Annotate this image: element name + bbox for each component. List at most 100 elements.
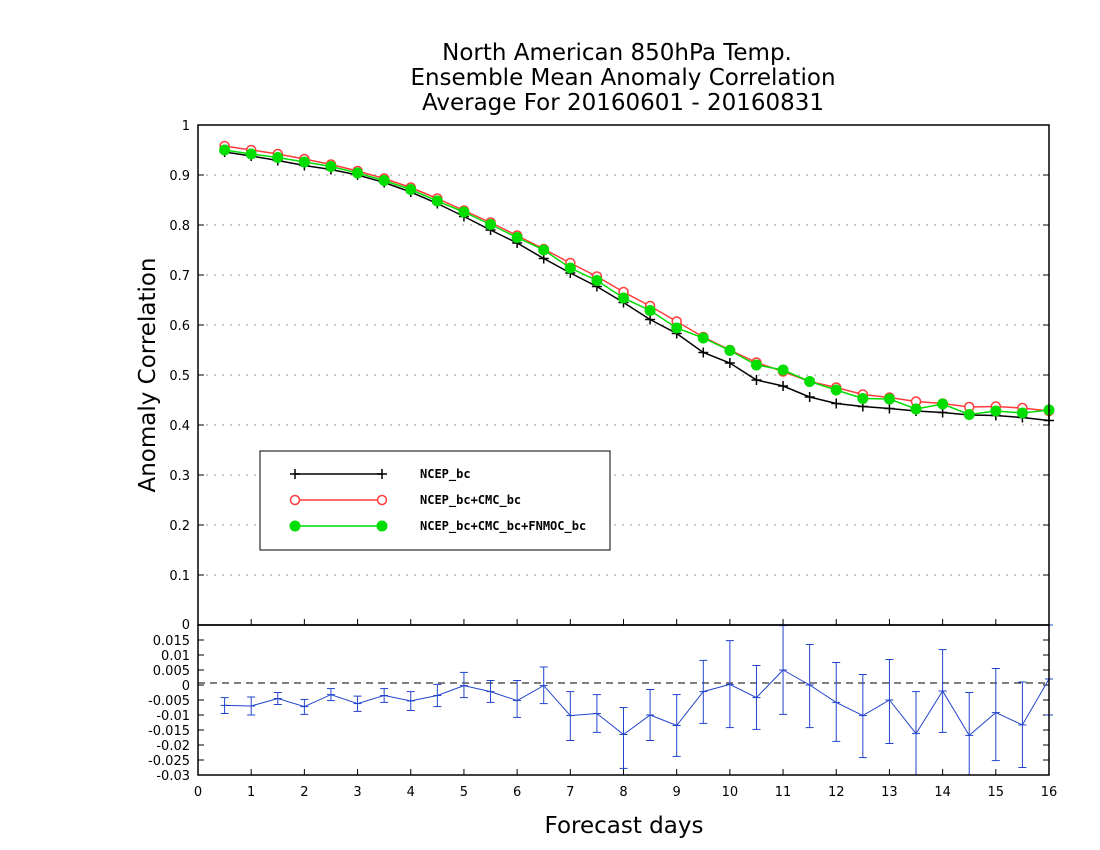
x-tick-label: 4 [407,785,415,800]
error-bar [619,707,628,769]
y-tick-label: 0.2 [169,519,190,534]
error-bar [433,683,442,708]
x-tick-label: 6 [513,785,521,800]
y-tick-label: 0.7 [169,269,190,284]
legend-item: NCEP_bc+CMC_bc [289,493,521,508]
x-tick-label: 3 [353,785,361,800]
y-tick-label: 1 [182,119,190,134]
data-point [990,405,1002,417]
data-point [804,392,815,402]
data-point [883,393,895,405]
error-bar [805,644,814,729]
error-bar [406,691,415,711]
x-tick-label: 7 [566,785,574,800]
data-point [485,219,497,230]
x-tick-label: 13 [881,785,898,800]
diff-y-tick-label: -0.01 [156,709,190,724]
data-point [671,322,683,334]
error-bar [566,691,575,741]
series-2 [219,140,1055,417]
data-point [750,359,762,371]
legend-label: NCEP_bc+CMC_bc+FNMOC_bc [420,519,586,534]
y-tick-label: 0.6 [169,319,190,334]
data-point [645,314,656,325]
data-point [910,403,922,415]
error-bar [353,695,362,712]
y-tick-label: 0.4 [169,419,190,434]
error-bar [513,680,522,718]
diff-y-tick-label: 0.005 [153,664,190,679]
diff-y-tick-label: 0.01 [161,649,190,664]
x-tick-label: 1 [247,785,255,800]
diff-y-tick-label: -0.03 [156,769,190,784]
error-bar [592,694,601,733]
data-point [724,345,736,356]
diff-line [224,669,1050,737]
data-point [458,206,470,218]
legend-label: NCEP_bc [420,467,471,482]
series-line [224,151,1050,422]
data-point [352,167,364,179]
series-1 [219,147,1054,426]
data-point [857,393,869,404]
data-point [431,195,443,207]
data-point [511,232,523,243]
y-tick-label: 0.9 [169,169,190,184]
y-axis-label: Anomaly Correlation [135,257,161,492]
title-line-1: North American 850hPa Temp. [442,40,792,66]
legend-marker [289,494,301,506]
error-bar [273,692,282,705]
y-tick-label: 0.8 [169,219,190,234]
x-tick-label: 15 [988,785,1005,800]
y-tick-label: 0.5 [169,369,190,384]
diff-y-tick-label: -0.015 [148,724,190,739]
error-bar [380,688,389,703]
main-y-ticks: 0.1 0.2 0.3 0.4 0.5 0.6 0.7 0.8 0.9 1 0 [169,119,1049,633]
x-tick-label: 12 [828,785,845,800]
diff-y-tick-label: -0.005 [148,694,190,709]
x-tick-label: 10 [722,785,739,800]
main-panel: 0.1 0.2 0.3 0.4 0.5 0.6 0.7 0.8 0.9 1 0 [169,119,1055,633]
data-point [698,347,709,358]
chart-title: North American 850hPa Temp. Ensemble Mea… [410,40,835,116]
x-tick-label: 14 [934,785,951,800]
series-3 [219,144,1055,420]
error-bar [912,691,921,775]
data-point [963,409,975,420]
main-grid [198,174,1049,576]
data-point [564,262,576,274]
diff-y-tick-label: -0.02 [156,739,190,754]
data-point [325,161,337,172]
main-series [219,140,1055,426]
legend-marker [289,520,301,532]
diff-y-tick-label: 0 [182,679,190,694]
difference-panel: -0.03-0.025-0.02-0.015-0.01-0.00500.0050… [148,624,1053,784]
series-line [224,149,1050,416]
error-bar [858,674,867,759]
x-tick-label: 5 [460,785,468,800]
data-point [831,398,842,409]
data-point [778,381,789,391]
x-axis-label: Forecast days [545,813,704,839]
data-point [618,292,629,304]
error-bar [247,696,256,716]
diff-y-ticks: -0.03-0.025-0.02-0.015-0.01-0.00500.0050… [148,634,1049,784]
error-bar [832,662,841,742]
error-bar [300,698,309,715]
data-point [697,332,709,344]
data-point [405,184,417,195]
legend-item: NCEP_bc+CMC_bc+FNMOC_bc [289,519,586,534]
legend-item: NCEP_bc [290,467,471,482]
error-bar [938,649,947,733]
title-line-3: Average For 20160601 - 20160831 [422,90,824,116]
x-tick-label: 16 [1041,785,1058,800]
diff-series [220,624,1053,775]
data-point [777,364,789,376]
x-tick-label: 2 [300,785,308,800]
legend-marker [290,469,300,479]
error-bar [885,659,894,744]
error-bar [486,680,495,703]
legend-marker [376,520,388,532]
legend-label: NCEP_bc+CMC_bc [420,493,521,508]
